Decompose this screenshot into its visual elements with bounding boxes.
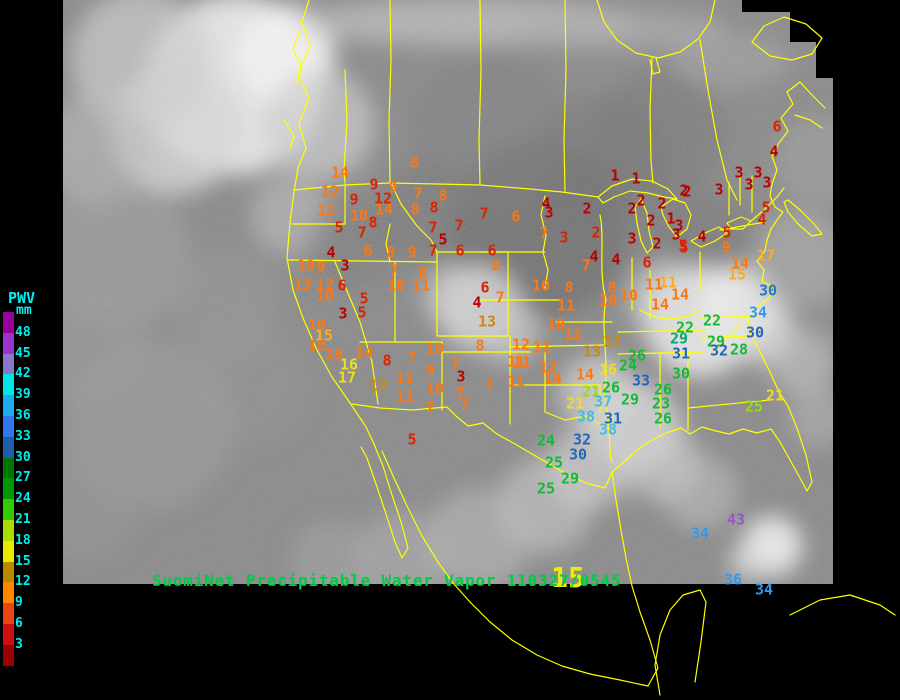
legend-tick-label: 30 bbox=[15, 449, 31, 465]
legend-swatch bbox=[3, 519, 14, 541]
legend-swatch bbox=[3, 415, 14, 437]
legend-tick-label: 12 bbox=[15, 574, 31, 590]
composite-edge-notches bbox=[742, 0, 900, 78]
legend-swatch bbox=[3, 436, 14, 458]
legend-tick-label: 36 bbox=[15, 408, 31, 423]
legend-swatch bbox=[3, 540, 14, 562]
legend-tick-label: 3 bbox=[15, 636, 23, 652]
legend-bar bbox=[3, 312, 14, 666]
legend-unit: mm bbox=[16, 303, 32, 318]
legend-swatch bbox=[3, 644, 14, 666]
legend-swatch bbox=[3, 603, 14, 624]
legend-swatch bbox=[3, 312, 14, 333]
legend-title: PWV bbox=[8, 289, 36, 307]
legend-tick-label: 45 bbox=[15, 345, 31, 361]
film-grain-noise bbox=[63, 0, 833, 584]
legend-tick-label: 21 bbox=[15, 512, 31, 527]
legend-swatch bbox=[3, 395, 14, 416]
legend-swatch bbox=[3, 499, 14, 520]
legend-swatch bbox=[3, 561, 14, 583]
legend-tick-label: 24 bbox=[15, 491, 31, 507]
map-outlines bbox=[283, 0, 896, 696]
satellite-image bbox=[63, 0, 900, 584]
legend-tick-label: 18 bbox=[15, 532, 31, 548]
legend-swatch bbox=[3, 374, 14, 396]
legend-tick-label: 9 bbox=[15, 595, 23, 611]
legend-tick-label: 15 bbox=[15, 553, 31, 569]
legend-swatch bbox=[3, 457, 14, 479]
legend-swatch bbox=[3, 623, 14, 645]
legend-tick-label: 39 bbox=[15, 387, 31, 403]
legend-tick-label: 6 bbox=[15, 616, 23, 631]
state-borders bbox=[287, 0, 785, 463]
legend-swatch bbox=[3, 582, 14, 604]
legend-tick-label: 42 bbox=[15, 366, 31, 382]
legend-tick-label: 27 bbox=[15, 470, 31, 486]
legend-tick-label: 33 bbox=[15, 428, 31, 444]
caption-text: SuomiNet Precipitable Water Vapor 110327… bbox=[152, 571, 622, 590]
legend-tick-label: 48 bbox=[15, 324, 31, 340]
legend-swatch bbox=[3, 353, 14, 375]
legend-swatch bbox=[3, 478, 14, 500]
legend-swatch bbox=[3, 332, 14, 354]
